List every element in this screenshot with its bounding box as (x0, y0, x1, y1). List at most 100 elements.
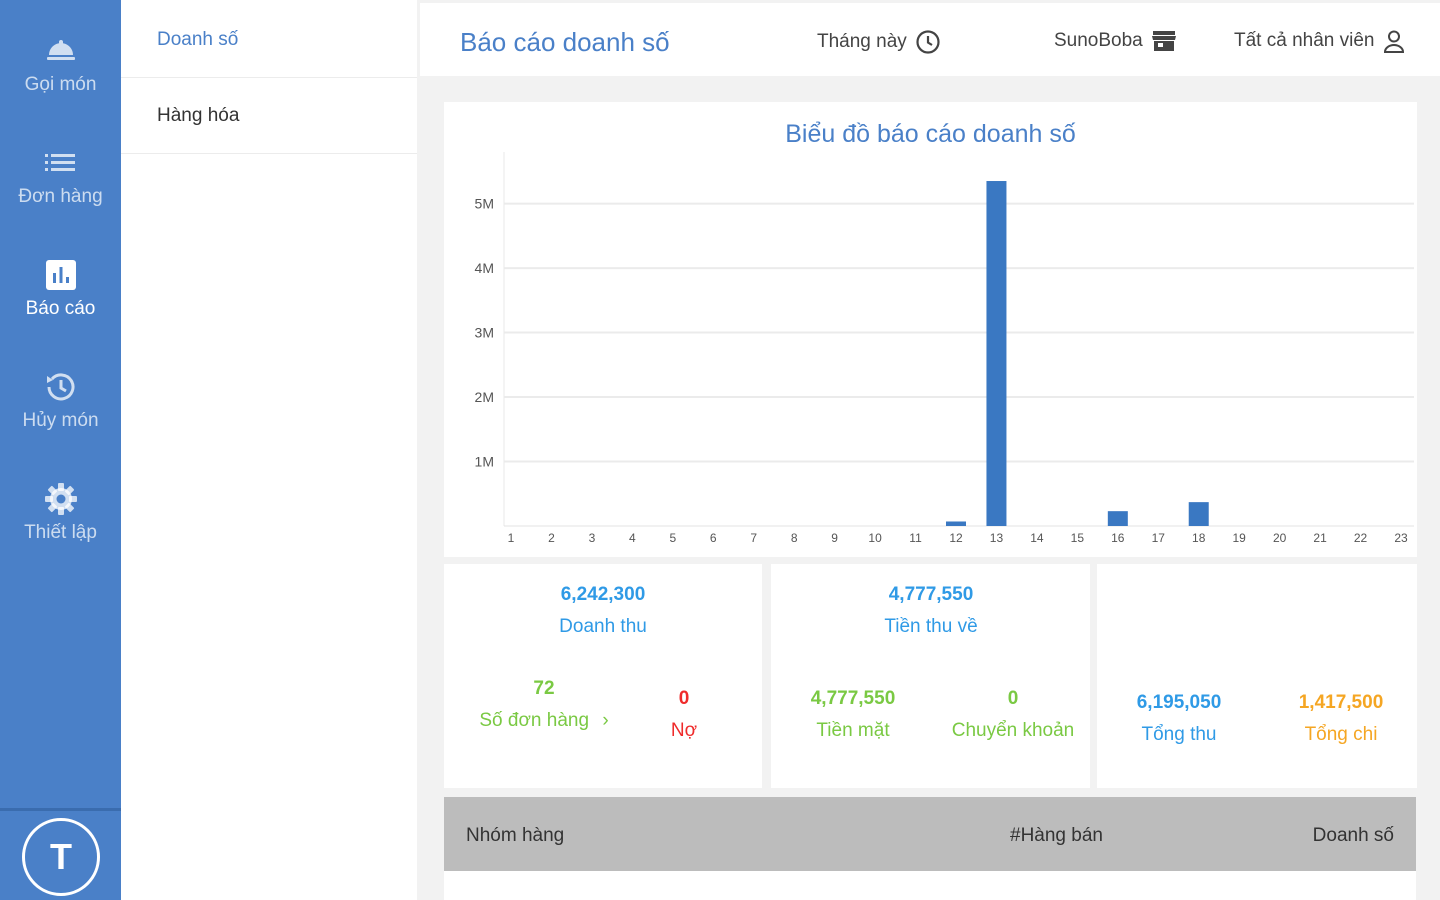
x-tick-label: 6 (710, 531, 717, 545)
nav-item-label: Gọi món (24, 74, 97, 95)
bar (986, 181, 1007, 526)
x-tick-label: 4 (629, 531, 636, 545)
x-tick-label: 21 (1313, 531, 1327, 545)
store-icon (1151, 31, 1176, 51)
revenue-value: 6,242,300 (560, 584, 646, 605)
revenue-label: Doanh thu (559, 616, 647, 637)
debt-value: 0 (678, 688, 690, 709)
total-in-value: 6,195,050 (1136, 692, 1222, 713)
report-submenu: Doanh số Hàng hóa (121, 0, 417, 900)
nav-item-label: Đơn hàng (18, 186, 103, 207)
x-tick-label: 16 (1111, 531, 1125, 545)
x-tick-label: 12 (949, 531, 963, 545)
total-out-stat: 1,417,500 Tổng chi (1269, 692, 1413, 746)
y-tick-label: 1M (475, 454, 494, 470)
y-tick-label: 5M (475, 196, 494, 212)
nav-item-orders[interactable]: Đơn hàng (0, 112, 121, 212)
revenue-stat: 6,242,300 Doanh thu (503, 584, 703, 638)
x-tick-label: 23 (1394, 531, 1408, 545)
page-title: Báo cáo doanh số (460, 27, 670, 57)
staff-filter[interactable]: Tất cả nhân viên (1234, 29, 1406, 53)
nav-item-order[interactable]: Gọi món (0, 0, 121, 100)
period-filter-label: Tháng này (817, 31, 907, 52)
total-out-label: Tổng chi (1304, 724, 1378, 745)
nav-item-label: Báo cáo (25, 298, 96, 319)
store-filter[interactable]: SunoBoba (1054, 29, 1177, 53)
x-tick-label: 20 (1273, 531, 1287, 545)
chart-title: Biểu đồ báo cáo doanh số (785, 120, 1076, 148)
total-out-value: 1,417,500 (1298, 692, 1384, 713)
main-nav: Gọi món Đơn hàng Báo cáo Hủy món Thiết l… (0, 0, 121, 900)
gear-icon (44, 482, 78, 516)
column-header-sales[interactable]: Doanh số (1312, 825, 1394, 846)
bar (946, 521, 966, 526)
x-tick-label: 1 (508, 531, 515, 545)
x-tick-label: 5 (669, 531, 676, 545)
bell-icon (44, 34, 78, 68)
x-tick-label: 15 (1071, 531, 1085, 545)
submenu-item-goods[interactable]: Hàng hóa (121, 78, 417, 154)
debt-label: Nợ (670, 720, 698, 741)
x-tick-label: 9 (831, 531, 838, 545)
history-icon (44, 370, 78, 404)
sales-chart-card: Biểu đồ báo cáo doanh số 1M 2M 3M 4M 5M 1 2 3 4 5… (444, 102, 1417, 557)
chevron-right-icon: › (602, 710, 609, 731)
list-icon (44, 146, 78, 180)
x-tick-label: 2 (548, 531, 555, 545)
debt-stat: 0 Nợ (644, 688, 724, 742)
orders-count-label: Số đơn hàng (479, 710, 590, 731)
bar (1107, 511, 1128, 526)
nav-item-settings[interactable]: Thiết lập (0, 448, 121, 548)
cash-stat: 4,777,550 Tiền mặt (783, 688, 923, 742)
nav-item-label: Hủy món (22, 410, 99, 431)
y-tick-label: 3M (475, 325, 494, 341)
x-tick-label: 11 (909, 531, 922, 545)
transfer-stat: 0 Chuyển khoản (939, 688, 1087, 742)
nav-item-label: Thiết lập (24, 522, 97, 543)
cashflow-card: 6,195,050 Tổng thu 1,417,500 Tổng chi (1097, 564, 1417, 788)
x-tick-label: 8 (791, 531, 798, 545)
x-tick-label: 13 (990, 531, 1004, 545)
bar (1188, 502, 1209, 526)
cash-value: 4,777,550 (810, 688, 896, 709)
bar-chart-icon (44, 258, 78, 292)
nav-item-report[interactable]: Báo cáo (0, 224, 121, 324)
x-tick-label: 18 (1192, 531, 1206, 545)
store-filter-label: SunoBoba (1054, 30, 1143, 51)
transfer-label: Chuyển khoản (951, 720, 1075, 741)
x-tick-label: 17 (1152, 531, 1166, 545)
y-tick-label: 4M (475, 260, 494, 276)
x-tick-label: 3 (589, 531, 596, 545)
column-header-group[interactable]: Nhóm hàng (466, 825, 565, 846)
received-value: 4,777,550 (888, 584, 974, 605)
user-icon (1384, 30, 1405, 53)
y-tick-label: 2M (475, 389, 494, 405)
revenue-card: 6,242,300 Doanh thu 72 Số đơn hàng › 0 N… (444, 564, 762, 788)
period-filter[interactable]: Tháng này (817, 29, 941, 55)
orders-count-button[interactable]: 72 Số đơn hàng › (464, 678, 624, 732)
orders-count-label-row: Số đơn hàng › (464, 710, 624, 732)
nav-item-cancel[interactable]: Hủy món (0, 336, 121, 436)
table-body (444, 871, 1416, 900)
received-stat: 4,777,550 Tiền thu về (831, 584, 1031, 638)
transfer-value: 0 (1007, 688, 1019, 709)
clock-icon (916, 30, 940, 54)
total-in-stat: 6,195,050 Tổng thu (1107, 692, 1251, 746)
received-label: Tiền thu về (884, 616, 978, 637)
orders-count-value: 72 (533, 678, 555, 699)
total-in-label: Tổng thu (1141, 724, 1217, 745)
nav-divider (0, 808, 121, 811)
staff-filter-label: Tất cả nhân viên (1234, 30, 1375, 51)
avatar[interactable]: T (22, 818, 100, 896)
x-tick-label: 7 (750, 531, 757, 545)
page-header: Báo cáo doanh số Tháng này SunoBoba Tất … (420, 3, 1440, 76)
x-tick-label: 14 (1030, 531, 1044, 545)
cash-label: Tiền mặt (816, 720, 890, 741)
submenu-item-sales[interactable]: Doanh số (121, 2, 417, 78)
x-tick-label: 19 (1233, 531, 1247, 545)
column-header-qty[interactable]: #Hàng bán (1010, 825, 1103, 846)
x-tick-label: 22 (1354, 531, 1368, 545)
received-card: 4,777,550 Tiền thu về 4,777,550 Tiền mặt… (771, 564, 1090, 788)
